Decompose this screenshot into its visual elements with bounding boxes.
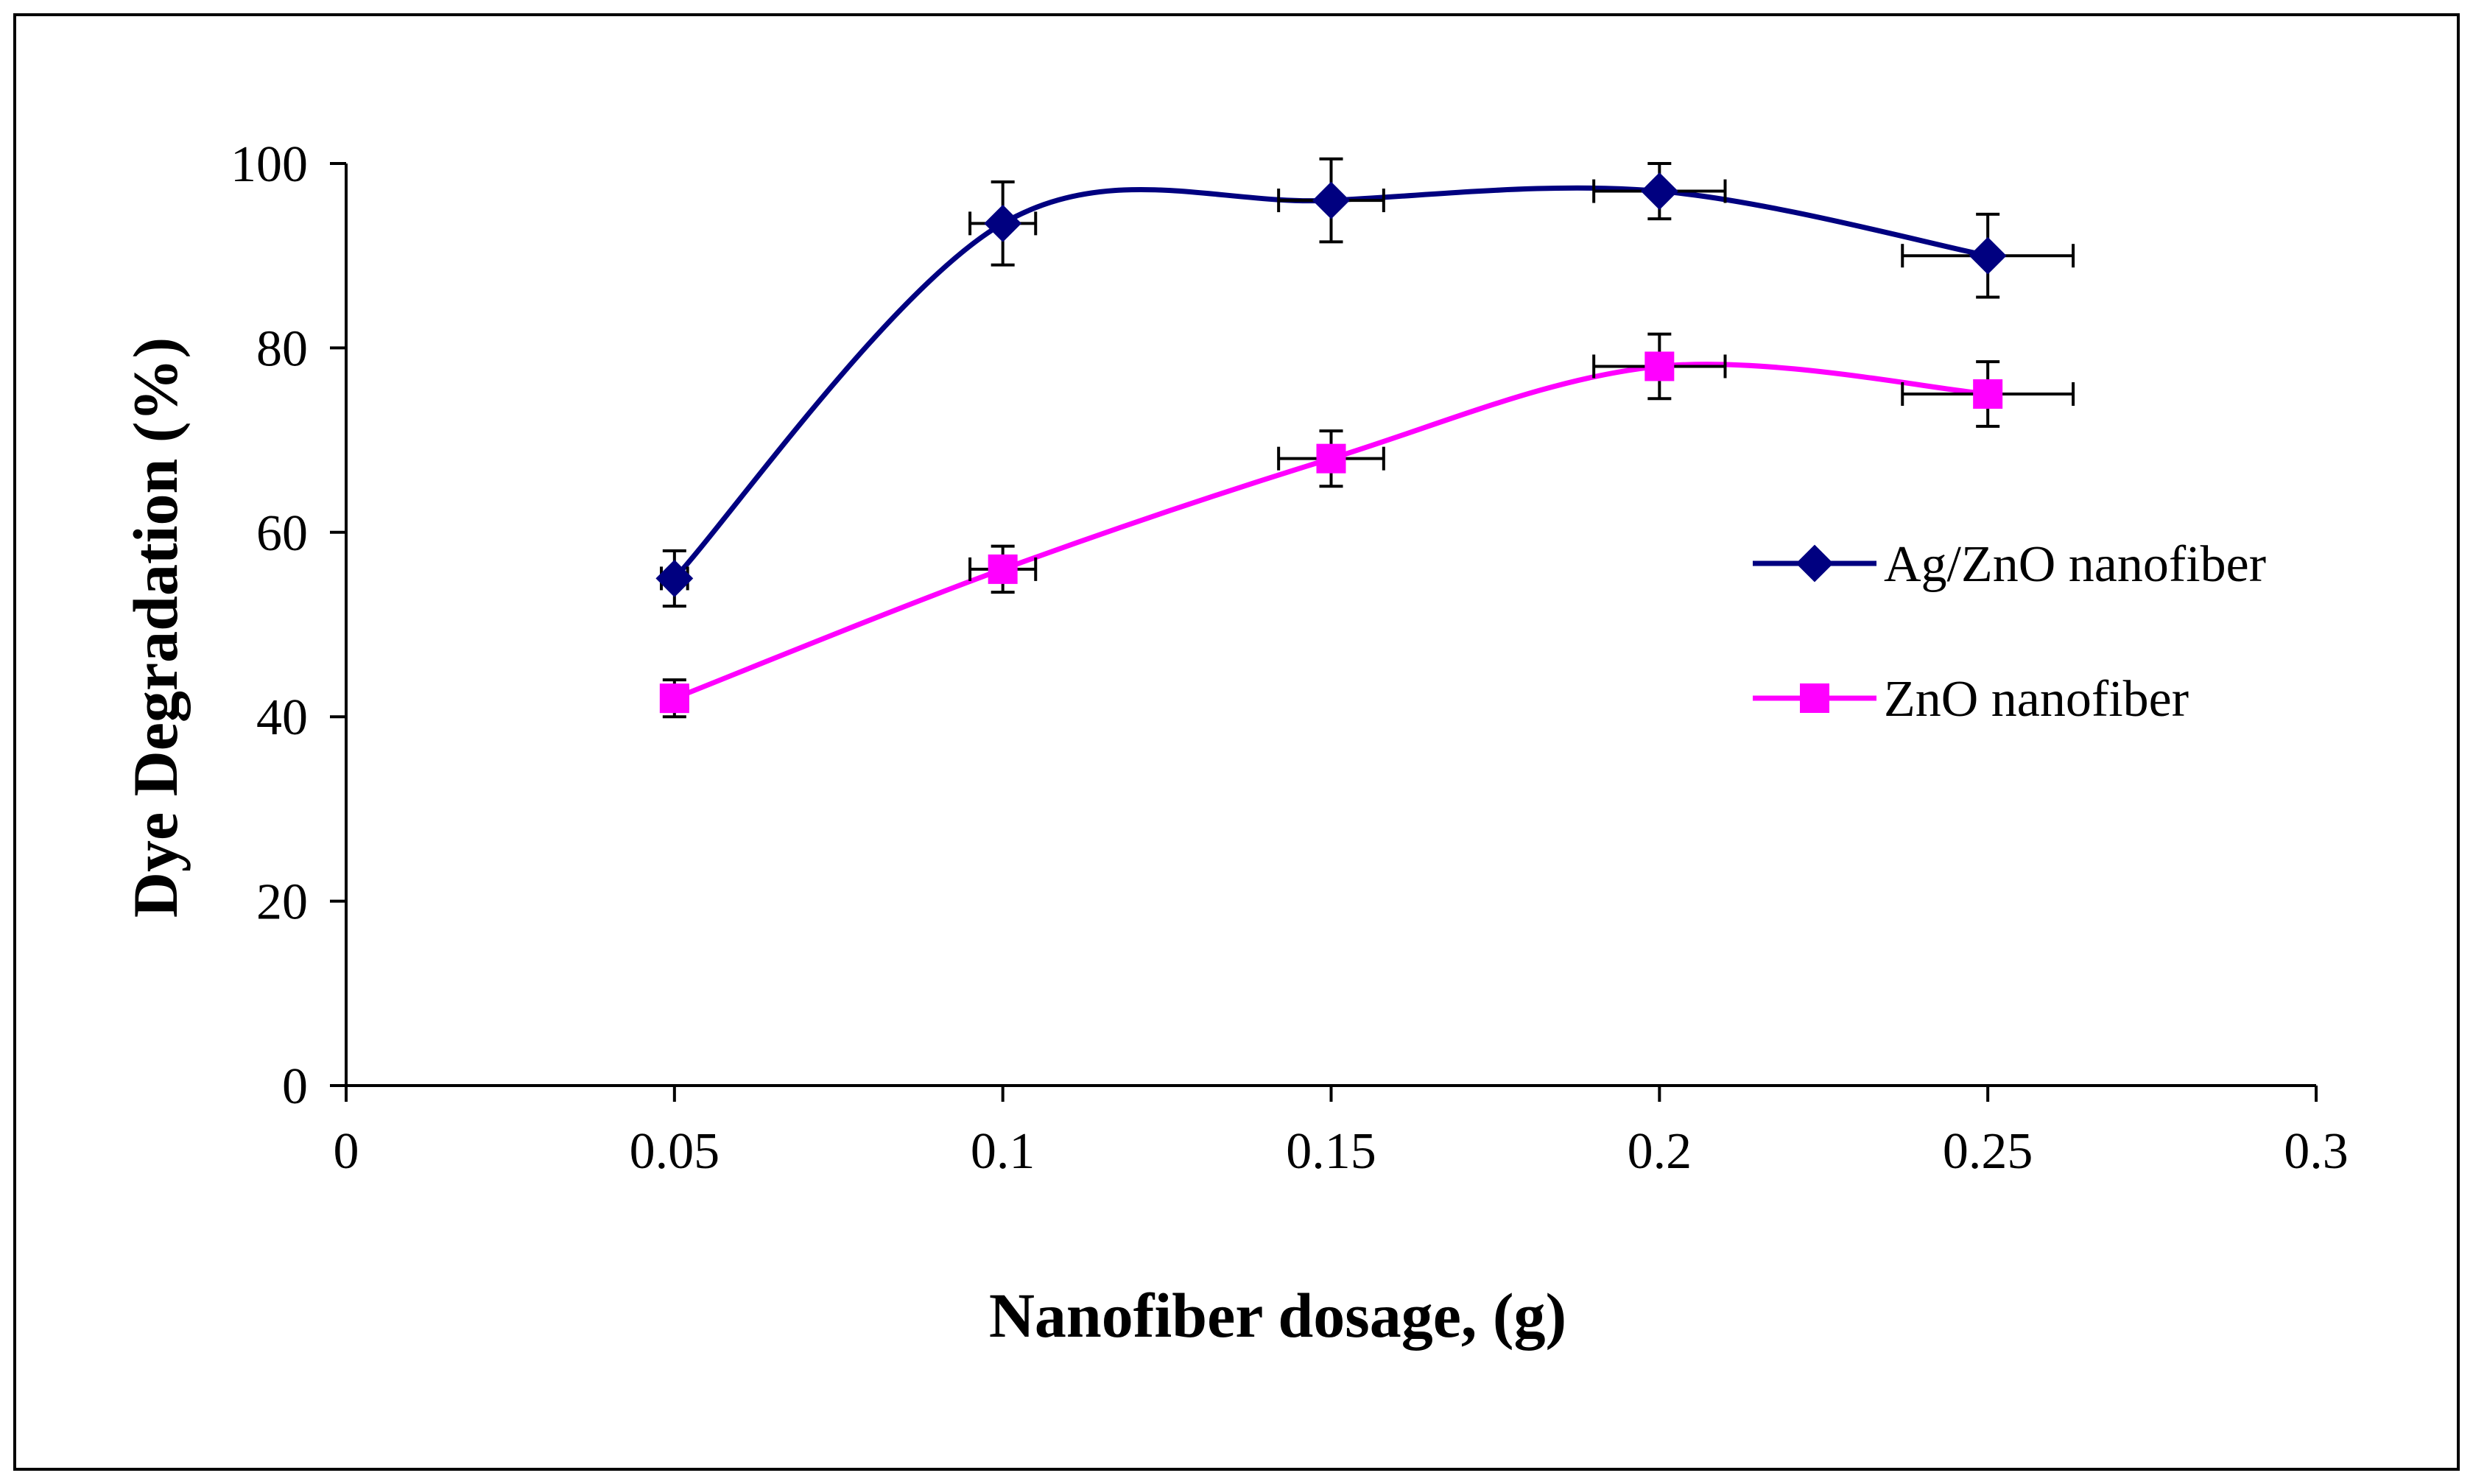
series-layer [655,157,2075,719]
data-point [655,559,694,597]
x-tick-label: 0.2 [1628,1123,1692,1180]
data-point [1973,379,2003,409]
legend-label: ZnO nanofiber [1884,671,2189,728]
y-tick-label: 20 [256,874,308,931]
legend: Ag/ZnO nanofiber ZnO nanofiber [1753,536,2266,728]
axes: 0 20 40 60 80 100 0 0.05 0.1 0.15 0.2 0.25 0.3 [231,136,2349,1180]
series-ag-zno [655,157,2075,608]
data-point [1644,351,1675,381]
y-tick-label: 80 [256,320,308,377]
data-point [1316,443,1346,474]
x-tick-label: 0.1 [971,1123,1035,1180]
legend-marker [1800,683,1829,713]
x-tick-label: 0.15 [1286,1123,1376,1180]
chart-frame [13,13,2460,1471]
x-tick-label: 0 [334,1123,359,1180]
data-point [659,683,689,714]
legend-label: Ag/ZnO nanofiber [1884,536,2266,593]
y-tick-label: 0 [282,1058,308,1115]
x-axis-title: Nanofiber dosage, (g) [989,1280,1566,1351]
data-point [988,554,1018,584]
y-tick-label: 40 [256,689,308,746]
x-tick-label: 0.25 [1943,1123,2033,1180]
data-point [1969,236,2007,275]
y-tick-label: 100 [231,136,308,193]
y-tick-label: 60 [256,505,308,562]
legend-marker [1795,544,1834,583]
x-tick-label: 0.05 [630,1123,720,1180]
legend-item: Ag/ZnO nanofiber [1753,536,2266,593]
data-point [984,204,1022,242]
series-zno [659,332,2075,719]
data-point [1312,181,1350,219]
data-point [1640,172,1678,210]
y-axis-title: Dye Degradation (%) [120,337,191,918]
legend-item: ZnO nanofiber [1753,671,2189,728]
x-tick-label: 0.3 [2284,1123,2349,1180]
